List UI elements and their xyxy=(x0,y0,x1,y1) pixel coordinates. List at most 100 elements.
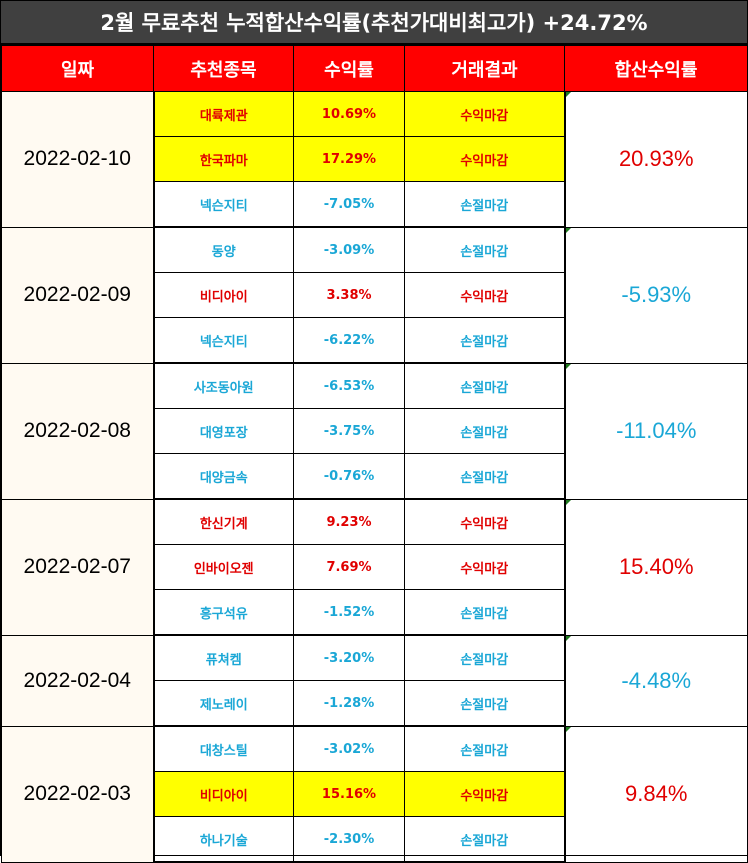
table-row: 넥슨지티 -7.05% 손절마감 xyxy=(2,181,748,228)
total-cell: 15.40% xyxy=(563,498,748,636)
stock-cell: 동양 xyxy=(153,226,294,273)
result-cell: 손절마감 xyxy=(404,181,565,228)
total-cell: -5.93% xyxy=(563,226,748,364)
return-cell: -3.02% xyxy=(293,725,405,772)
table-row: 넥슨지티 -6.22% 손절마감 xyxy=(2,317,748,364)
table-row: 2022-02-09 동양 -3.09% 손절마감 -5.93% xyxy=(1,226,748,364)
total-value: 15.40% xyxy=(618,554,694,579)
stock-cell: 제노레이 xyxy=(153,680,294,727)
result-cell: 수익마감 xyxy=(404,91,565,137)
results-body: 2022-02-10 대륙제관 10.69% 수익마감 20.93% 한국파마 17.29%… xyxy=(1,91,748,863)
stock-cell: 넥슨지티 xyxy=(153,317,294,364)
return-cell: 17.29% xyxy=(293,136,405,182)
return-cell: -6.22% xyxy=(293,317,405,364)
result-cell: 수익마감 xyxy=(404,136,565,182)
total-cell: 9.84% xyxy=(563,725,748,863)
total-cell: -4.48% xyxy=(563,634,748,727)
stock-cell: 대양금속 xyxy=(153,453,294,500)
stock-cell: 대영포장 xyxy=(153,408,294,454)
total-cell: -11.04% xyxy=(563,362,748,500)
return-cell: 9.23% xyxy=(293,498,405,545)
result-cell: 손절마감 xyxy=(404,589,565,636)
table-row: 대양금속 -0.76% 손절마감 xyxy=(2,453,748,500)
return-cell: -3.09% xyxy=(293,226,405,273)
stock-cell: 한국파마 xyxy=(153,136,294,182)
header-date: 일짜 xyxy=(1,45,154,92)
total-value: -4.48% xyxy=(621,667,692,693)
return-cell: 10.69% xyxy=(293,91,405,137)
date-cell: 2022-02-04 xyxy=(1,634,155,727)
comment-marker-icon xyxy=(565,363,571,369)
comment-marker-icon xyxy=(565,499,571,505)
result-cell: 수익마감 xyxy=(404,771,565,817)
date-cell: 2022-02-07 xyxy=(1,498,155,636)
return-cell: 7.69% xyxy=(293,544,405,590)
result-cell: 손절마감 xyxy=(404,680,565,727)
stock-cell: 하나기술 xyxy=(153,816,294,863)
result-cell: 손절마감 xyxy=(404,725,565,772)
result-cell: 손절마감 xyxy=(404,634,565,681)
return-cell: -1.52% xyxy=(293,589,405,636)
result-cell: 손절마감 xyxy=(404,226,565,273)
result-cell: 손절마감 xyxy=(404,317,565,364)
return-cell: -1.28% xyxy=(293,680,405,727)
return-cell: 15.16% xyxy=(293,771,405,817)
table-row: 한국파마 17.29% 수익마감 xyxy=(2,136,748,182)
comment-marker-icon xyxy=(565,726,571,732)
stock-cell: 비디아이 xyxy=(153,771,294,817)
stock-cell: 한신기계 xyxy=(153,498,294,545)
result-cell: 손절마감 xyxy=(404,453,565,500)
table-row: 2022-02-07 한신기계 9.23% 수익마감 15.40% xyxy=(1,498,748,636)
stock-cell: 대륙제관 xyxy=(153,91,294,137)
comment-marker-icon xyxy=(565,635,571,641)
header-stock: 추천종목 xyxy=(153,45,294,92)
return-cell: -0.76% xyxy=(293,453,405,500)
total-value: 9.84% xyxy=(625,781,688,806)
return-cell: -3.20% xyxy=(293,634,405,681)
result-cell: 손절마감 xyxy=(404,816,565,863)
total-value: 20.93% xyxy=(618,146,694,172)
result-cell: 수익마감 xyxy=(404,498,565,545)
table-row: 비디아이 3.38% 수익마감 xyxy=(2,272,748,318)
table-row: 인바이오젠 7.69% 수익마감 xyxy=(2,544,748,590)
return-cell: -6.53% xyxy=(293,362,405,409)
stock-cell: 사조동아원 xyxy=(153,362,294,409)
result-cell: 수익마감 xyxy=(404,544,565,590)
result-cell: 수익마감 xyxy=(404,272,565,318)
date-cell: 2022-02-09 xyxy=(1,226,155,364)
header-total: 합산수익률 xyxy=(564,45,748,92)
date-cell: 2022-02-03 xyxy=(1,725,155,863)
table-row: 대영포장 -3.75% 손절마감 xyxy=(2,408,748,454)
header-return: 수익률 xyxy=(293,45,405,92)
total-cell: 20.93% xyxy=(563,91,748,228)
stock-cell: 인바이오젠 xyxy=(153,544,294,590)
table-row: 2022-02-08 사조동아원 -6.53% 손절마감 -11.04% xyxy=(1,362,748,500)
total-value: -5.93% xyxy=(621,282,692,307)
return-cell: -3.75% xyxy=(293,408,405,454)
table-row: 2022-02-10 대륙제관 10.69% 수익마감 20.93% xyxy=(1,91,748,228)
comment-marker-icon xyxy=(565,227,571,233)
table-row: 2022-02-03 대창스틸 -3.02% 손절마감 9.84% xyxy=(1,725,748,863)
header-result: 거래결과 xyxy=(404,45,565,92)
return-cell: -7.05% xyxy=(293,181,405,228)
date-cell: 2022-02-10 xyxy=(1,91,155,228)
stock-cell: 비디아이 xyxy=(153,272,294,318)
total-value: -11.04% xyxy=(616,418,697,443)
comment-marker-icon xyxy=(565,92,571,97)
result-cell: 손절마감 xyxy=(404,408,565,454)
stock-cell: 흥구석유 xyxy=(153,589,294,636)
date-cell: 2022-02-08 xyxy=(1,362,155,500)
table-row: 비디아이 15.16% 수익마감 xyxy=(2,771,748,817)
table-row: 제노레이 -1.28% 손절마감 xyxy=(2,680,748,727)
return-cell: 3.38% xyxy=(293,272,405,318)
table-row: 2022-02-04 퓨쳐켐 -3.20% 손절마감 -4.48% xyxy=(1,634,748,727)
header-row: 일짜 추천종목 수익률 거래결과 합산수익률 xyxy=(1,45,748,92)
table-row: 흥구석유 -1.52% 손절마감 xyxy=(2,589,748,636)
stock-cell: 퓨쳐켐 xyxy=(153,634,294,681)
stock-cell: 넥슨지티 xyxy=(153,181,294,228)
stock-cell: 대창스틸 xyxy=(153,725,294,772)
results-table: 일짜 추천종목 수익률 거래결과 합산수익률 2022-02-10 대륙제관 10.… xyxy=(1,45,748,863)
return-cell: -2.30% xyxy=(293,816,405,863)
sheet-title: 2월 무료추천 누적합산수익률(추천가대비최고가) +24.72% xyxy=(1,1,747,45)
